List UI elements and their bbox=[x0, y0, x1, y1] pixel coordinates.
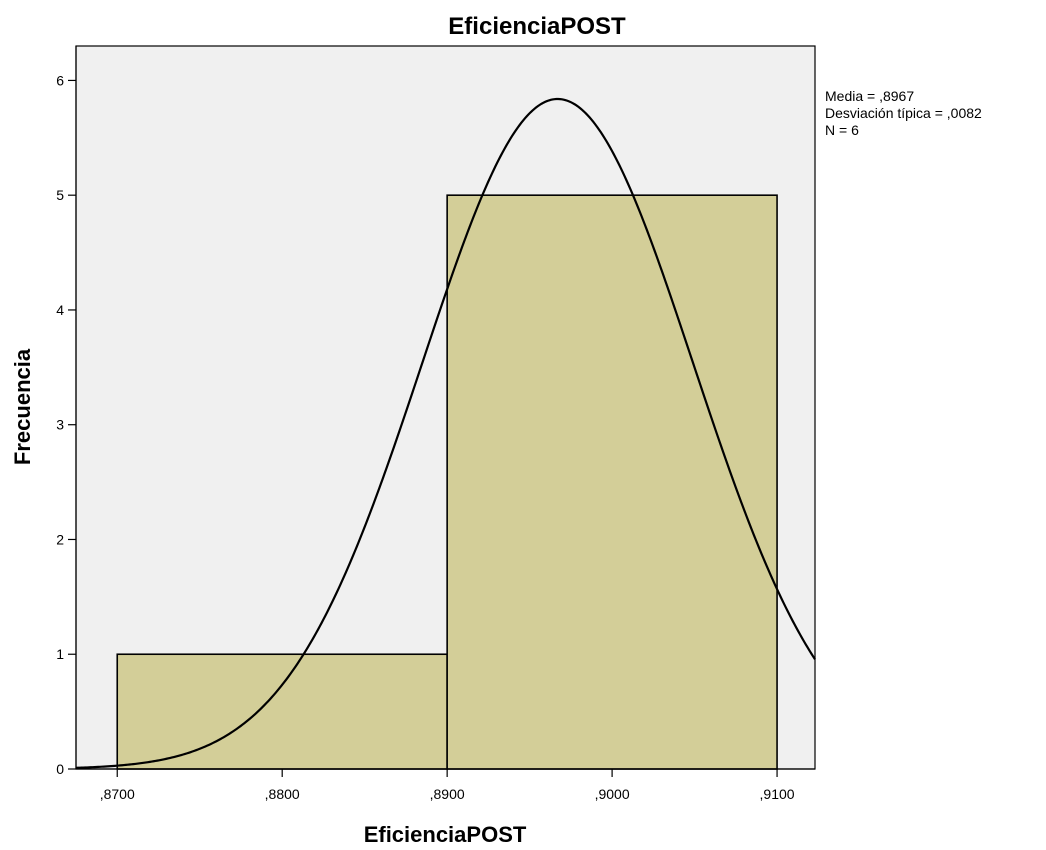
y-tick-label: 3 bbox=[56, 417, 64, 433]
x-tick-label: ,8800 bbox=[265, 786, 300, 802]
normal-curve-line bbox=[75, 97, 816, 769]
x-axis-label: EficienciaPOST bbox=[364, 822, 527, 847]
x-tick-label: ,8900 bbox=[430, 786, 465, 802]
y-tick-label: 0 bbox=[56, 761, 64, 777]
y-tick-label: 1 bbox=[56, 646, 64, 662]
x-tick-label: ,9100 bbox=[760, 786, 795, 802]
labels-layer: ,8700 ,8800 ,8900 ,9000 ,9100 0 1 2 3 4 5 6 bbox=[56, 72, 795, 802]
y-tick-label: 5 bbox=[56, 187, 64, 203]
stats-mean: Media = ,8967 bbox=[825, 88, 914, 104]
bars-layer bbox=[116, 194, 778, 770]
x-tick-label: ,8700 bbox=[100, 786, 135, 802]
histogram-bar bbox=[116, 653, 448, 770]
axes-layer bbox=[68, 46, 815, 777]
histogram-bar bbox=[446, 194, 778, 770]
stats-std: Desviación típica = ,0082 bbox=[825, 105, 982, 121]
curve-layer bbox=[75, 97, 816, 769]
y-tick-label: 4 bbox=[56, 302, 64, 318]
stats-n: N = 6 bbox=[825, 122, 859, 138]
y-axis-label: Frecuencia bbox=[10, 348, 35, 465]
chart-title: EficienciaPOST bbox=[448, 13, 626, 40]
y-tick-label: 6 bbox=[56, 72, 64, 88]
y-tick-label: 2 bbox=[56, 531, 64, 547]
x-tick-label: ,9000 bbox=[595, 786, 630, 802]
